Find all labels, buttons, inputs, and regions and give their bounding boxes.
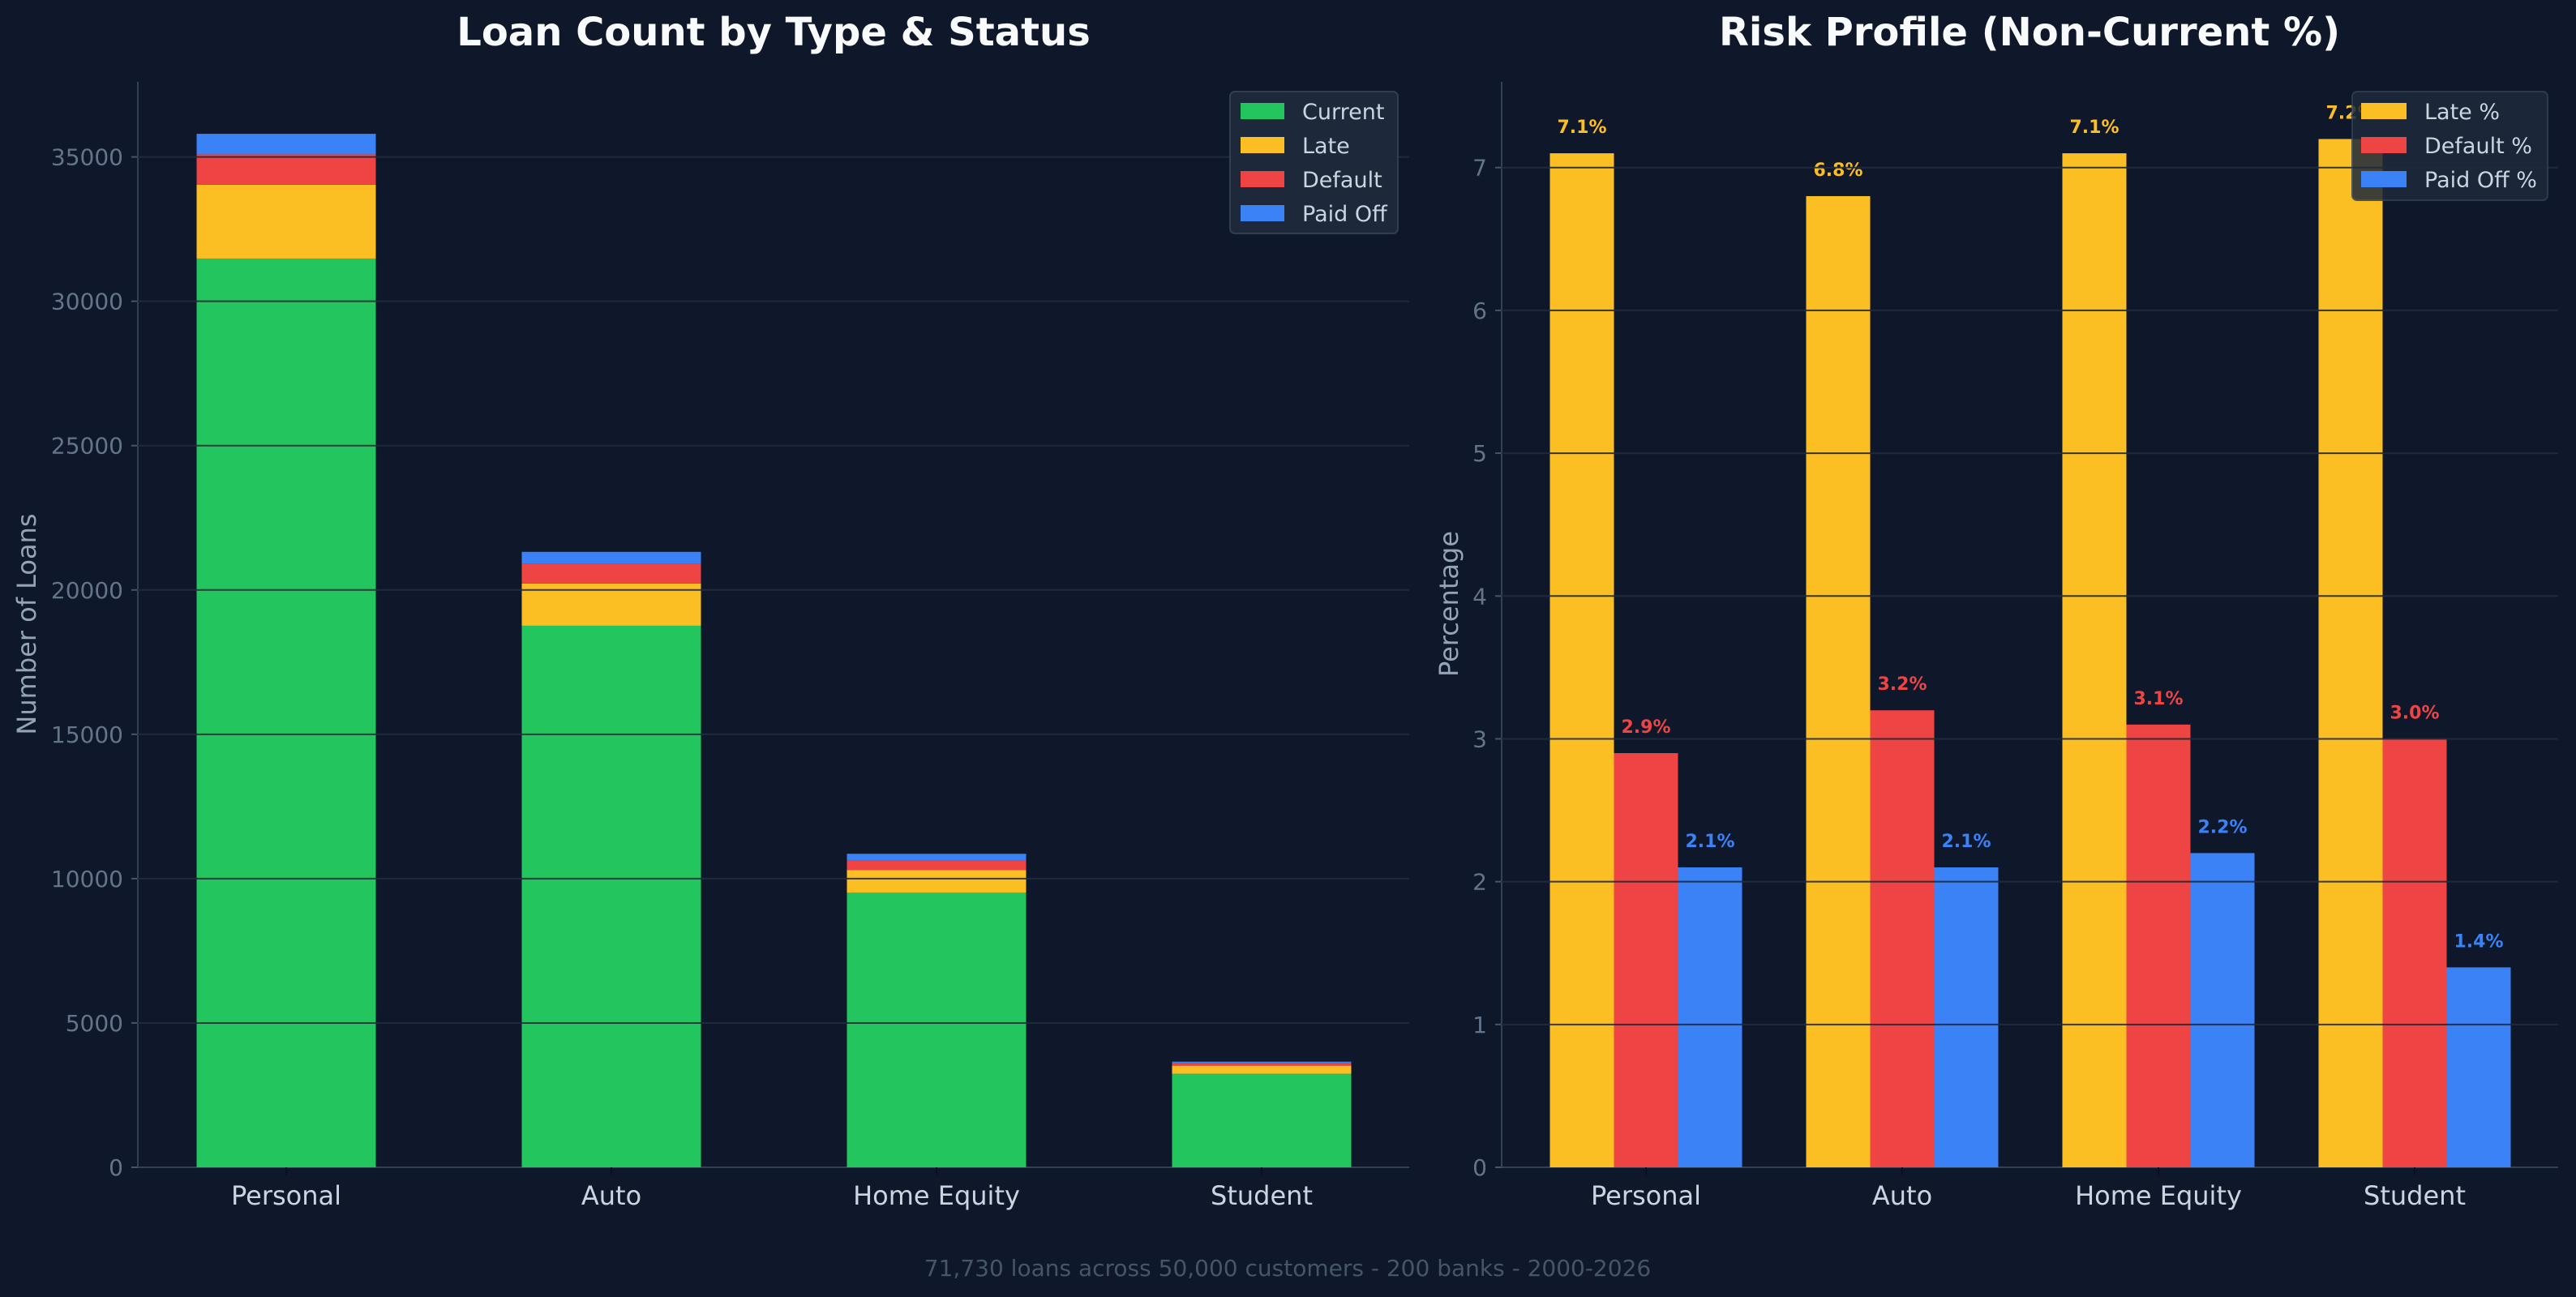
y-tick-label: 35000 [51,144,123,171]
legend-swatch [1241,103,1284,119]
legend-swatch [1241,137,1284,153]
x-tick-label: Auto [581,1180,641,1211]
x-tick-label: Personal [231,1180,341,1211]
y-tick-label: 0 [1472,1154,1487,1181]
bar-late [196,184,376,259]
y-tick-label: 25000 [51,433,123,460]
bar-paid-off [1678,867,1742,1167]
legend: Current Late Default Paid Off [1229,91,1399,234]
data-label: 7.1% [1557,118,1606,138]
x-tick-label: Home Equity [2075,1180,2242,1211]
risk-profile-chart: Risk Profile (Non-Current %) Percentage … [1434,10,2558,1211]
bar-late [1549,153,1614,1168]
data-label: 7.1% [2069,118,2119,138]
data-label: 2.1% [1685,832,1734,852]
data-label: 2.1% [1941,832,1991,852]
bar-late [847,870,1027,893]
right-y-axis-label: Percentage [1434,531,1464,677]
bar-current [521,625,701,1167]
bar-default [1614,753,1678,1167]
y-tick-label: 6 [1472,297,1487,324]
y-tick-label: 5 [1472,440,1487,467]
bar-paid-off [1934,867,1999,1167]
bar-late [2318,139,2383,1168]
legend-swatch [1241,171,1284,187]
bar-paid-off [196,134,376,155]
x-tick-label: Home Equity [853,1180,1020,1211]
legend-box [1229,91,1399,234]
bar-late [2062,153,2127,1168]
x-tick-label: Personal [1591,1180,1701,1211]
y-tick-label: 0 [109,1154,123,1181]
legend-label: Current [1302,100,1384,125]
data-label: 2.2% [2197,817,2247,837]
y-tick-label: 1 [1472,1012,1487,1038]
x-tick-label: Student [1211,1180,1313,1211]
bar-paid-off [1172,1061,1352,1064]
bar-default [2126,724,2191,1167]
x-tick-label: Student [2364,1180,2466,1211]
bar-default [1870,710,1935,1167]
y-tick-label: 20000 [51,577,123,604]
bar-current [847,892,1027,1167]
y-tick-label: 30000 [51,289,123,315]
legend-label: Late % [2424,100,2500,125]
y-tick-label: 4 [1472,583,1487,610]
bar-paid-off [847,854,1027,861]
bar-current [196,258,376,1167]
legend-label: Default [1302,168,1382,193]
bar-default [1172,1063,1352,1066]
x-tick-label: Auto [1872,1180,1932,1211]
bar-default [847,860,1027,871]
legend-swatch [2361,137,2407,153]
y-tick-label: 15000 [51,721,123,748]
bar-paid-off [521,551,701,564]
y-tick-label: 10000 [51,866,123,892]
bar-paid-off [2446,967,2511,1167]
data-label: 1.4% [2454,931,2503,952]
y-tick-label: 5000 [66,1010,123,1037]
right-chart-title: Risk Profile (Non-Current %) [1719,10,2340,55]
bar-default [196,154,376,185]
bar-late [1172,1065,1352,1074]
y-tick-label: 2 [1472,869,1487,896]
left-y-axis-label: Number of Loans [11,513,42,734]
left-chart-title: Loan Count by Type & Status [456,10,1091,55]
legend-swatch [2361,171,2407,187]
legend-swatch [1241,205,1284,221]
loan-count-chart: Loan Count by Type & Status Number of Lo… [11,10,1409,1211]
footer-caption: 71,730 loans across 50,000 customers - 2… [924,1255,1651,1282]
data-label: 2.9% [1621,717,1670,738]
data-label: 3.0% [2390,703,2439,723]
data-label: 3.2% [1877,674,1927,695]
bar-late [1806,195,1871,1167]
legend-label: Late [1302,134,1350,159]
bar-default [2382,738,2447,1167]
legend-label: Paid Off [1302,202,1388,227]
legend-label: Default % [2424,134,2532,159]
bar-default [521,563,701,584]
y-tick-label: 7 [1472,155,1487,182]
bar-paid-off [2190,853,2255,1167]
data-label: 3.1% [2133,689,2183,709]
y-tick-label: 3 [1472,726,1487,752]
legend: Late % Default % Paid Off % [2351,91,2548,201]
data-label: 6.8% [1813,161,1862,181]
legend-swatch [2361,103,2407,119]
bar-current [1172,1073,1352,1167]
legend-label: Paid Off % [2424,168,2537,193]
